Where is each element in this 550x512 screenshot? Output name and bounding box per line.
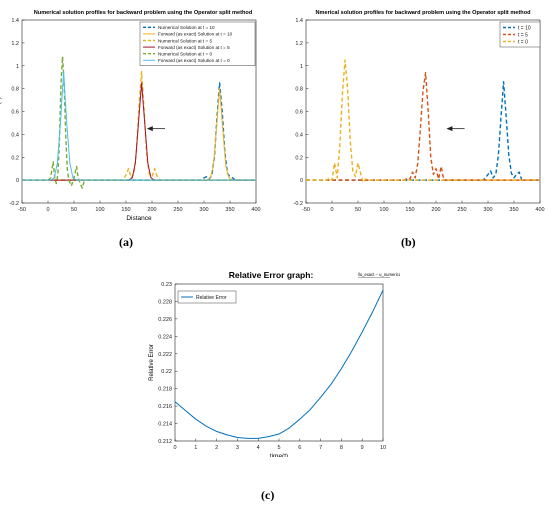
x-tick-label: 3 — [236, 445, 239, 451]
x-tick-label: 300 — [483, 207, 492, 213]
legend-label-4: Forward (as exact) Solution at t = 5 — [158, 45, 230, 50]
x-tick-label: -50 — [18, 207, 26, 213]
x-tick-label: 1 — [194, 445, 197, 451]
x-tick-label: 10 — [380, 445, 386, 451]
y-tick-label: 0 — [300, 178, 303, 184]
legend-label-1: Numerical Solution at t = 10 — [158, 25, 215, 30]
x-tick-label: 200 — [147, 207, 156, 213]
y-tick-label: 0.222 — [158, 352, 172, 358]
x-tick-label: 350 — [509, 207, 518, 213]
y-tick-label: 1.2 — [295, 41, 303, 47]
y-axis-label: Relative Error — [149, 344, 155, 381]
y-tick-label: 0.212 — [158, 439, 172, 445]
chart-b: Nmerical solution profiles for backward … — [294, 10, 545, 213]
caption-c: (c) — [261, 488, 275, 502]
x-tick-label: -50 — [302, 207, 310, 213]
x-tick-label: 200 — [431, 207, 440, 213]
series-line-2 — [22, 88, 256, 181]
y-tick-label: 0.224 — [158, 334, 172, 340]
chart-title: Relative Error graph: — [229, 270, 314, 280]
y-tick-label: 0.8 — [295, 87, 303, 93]
x-tick-label: 0 — [330, 207, 333, 213]
x-tick-label: 5 — [277, 445, 280, 451]
series-line-3 — [22, 70, 256, 181]
plot-frame — [174, 283, 384, 442]
y-tick-label: 0.2 — [11, 155, 19, 161]
y-tick-label: 0.22 — [161, 369, 172, 375]
y-tick-label: 0.8 — [11, 87, 19, 93]
y-tick-label: 0.23 — [161, 282, 172, 288]
y-tick-label: 0.2 — [295, 155, 303, 161]
x-tick-label: 250 — [457, 207, 466, 213]
x-axis-label: time(t) — [270, 453, 288, 457]
y-tick-label: 0.228 — [158, 299, 172, 305]
y-tick-label: 0.226 — [158, 317, 172, 323]
x-tick-label: 0 — [173, 445, 176, 451]
series-line-4 — [22, 82, 256, 181]
series-line-5 — [22, 55, 256, 189]
legend-label-6: Forward (as exact) Solution at t = 0 — [158, 58, 230, 63]
x-tick-label: 4 — [257, 445, 260, 451]
y-tick-label: 0.4 — [295, 132, 303, 138]
caption-b: (b) — [401, 235, 416, 249]
x-tick-label: 400 — [535, 207, 544, 213]
x-tick-label: 50 — [355, 207, 361, 213]
y-tick-label: 0.218 — [158, 387, 172, 393]
series-line-2 — [306, 71, 540, 181]
x-tick-label: 150 — [121, 207, 130, 213]
y-tick-label: 0.6 — [295, 110, 303, 116]
x-tick-label: 9 — [361, 445, 364, 451]
arrow-head — [146, 126, 153, 132]
legend-label-2: Forward (as exact) Solution at t = 10 — [158, 32, 233, 37]
legend-label-2: t = 5 — [518, 32, 528, 38]
y-tick-label: 1 — [300, 64, 303, 70]
y-tick-label: 1.4 — [11, 18, 19, 24]
x-tick-label: 100 — [379, 207, 388, 213]
legend-box — [177, 290, 237, 304]
x-tick-label: 7 — [319, 445, 322, 451]
legend-box — [139, 21, 256, 66]
y-tick-label: 1.2 — [11, 41, 19, 47]
x-tick-label: 150 — [405, 207, 414, 213]
x-tick-label: 350 — [225, 207, 234, 213]
series-line-3 — [306, 59, 540, 184]
legend-box — [499, 21, 541, 48]
legend-label-3: t = 0 — [518, 39, 528, 45]
x-tick-label: 300 — [199, 207, 208, 213]
legend-label-1: Relative Error — [196, 295, 227, 301]
caption-a: (a) — [119, 235, 133, 249]
y-tick-label: 1.4 — [295, 18, 303, 24]
y-axis-label: Solution(u) — [0, 97, 2, 126]
x-axis-label: Distance — [126, 215, 152, 222]
y-tick-label: -0.2 — [294, 201, 303, 207]
x-tick-label: 2 — [215, 445, 218, 451]
y-tick-label: 0.216 — [158, 404, 172, 410]
x-tick-label: 8 — [340, 445, 343, 451]
chart-title: Numerical solution profiles for backward… — [34, 10, 253, 16]
x-tick-label: 6 — [298, 445, 301, 451]
arrow-head — [446, 126, 453, 132]
x-tick-label: 250 — [173, 207, 182, 213]
series-line-6 — [22, 70, 256, 181]
y-tick-label: 0.4 — [11, 132, 19, 138]
y-tick-label: 0.214 — [158, 422, 172, 428]
series-line-1 — [306, 81, 540, 181]
y-tick-label: 1 — [16, 64, 19, 70]
chart-a: Numerical solution profiles for backward… — [0, 10, 261, 222]
y-tick-label: 0 — [16, 178, 19, 184]
y-tick-label: -0.2 — [10, 201, 19, 207]
chart-c: Relative Error graph: 0 1 2 3 4 5 6 7 8 9 10 0.212 0.… — [149, 270, 400, 457]
legend-label-1: t = 10 — [518, 25, 531, 31]
x-tick-label: 50 — [71, 207, 77, 213]
title-formula: ‖u_exact − u_numerical‖ / ‖u_exact‖ — [358, 272, 400, 277]
x-tick-label: 100 — [95, 207, 104, 213]
series-line-1 — [22, 82, 256, 181]
legend-label-5: Numerical Solution at t = 0 — [158, 52, 212, 57]
chart-title: Nmerical solution profiles for backward … — [315, 10, 531, 16]
series-line-1 — [174, 289, 384, 439]
legend-label-3: Numerical Solution at t = 5 — [158, 38, 212, 43]
x-tick-label: 0 — [46, 207, 49, 213]
y-tick-label: 0.6 — [11, 110, 19, 116]
x-tick-label: 400 — [251, 207, 260, 213]
